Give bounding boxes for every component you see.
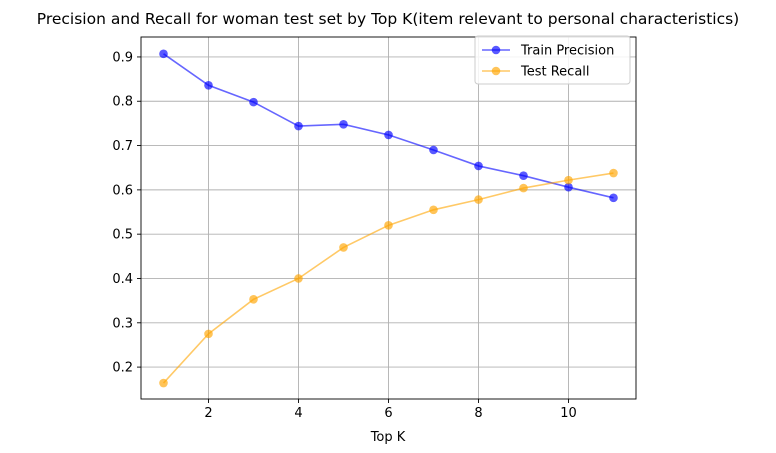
legend-marker — [491, 45, 501, 55]
legend: Train Precision Test Recall — [474, 35, 631, 85]
x-tick-label: 4 — [294, 406, 302, 421]
data-point — [519, 171, 528, 180]
y-tick-label: 0.5 — [112, 228, 133, 243]
x-tick-label: 2 — [204, 406, 212, 421]
series-1 — [159, 49, 618, 203]
data-point — [564, 175, 573, 185]
y-tick-label: 0.2 — [112, 361, 133, 376]
data-point — [564, 182, 573, 192]
legend-label: Train Precision — [520, 44, 614, 59]
legend-box — [474, 35, 631, 85]
legend-item: Train Precision — [482, 44, 614, 59]
y-tick-label: 0.3 — [112, 316, 133, 331]
y-tick-label: 0.7 — [112, 139, 133, 154]
data-point — [474, 195, 483, 204]
data-point — [609, 168, 618, 178]
data-point — [294, 274, 303, 283]
y-tick-label: 0.4 — [112, 272, 133, 287]
data-point — [159, 378, 168, 388]
legend-item: Test Recall — [482, 65, 590, 80]
data-point — [384, 221, 393, 230]
data-point — [609, 193, 618, 203]
data-point — [249, 295, 258, 304]
series-2 — [159, 168, 618, 388]
x-tick-label: 8 — [474, 406, 482, 421]
legend-label: Test Recall — [520, 65, 590, 80]
x-tick-label: 6 — [384, 406, 392, 421]
x-axis-title: Top K — [370, 430, 406, 445]
data-point — [294, 121, 303, 131]
y-tick-label: 0.9 — [112, 50, 133, 65]
tick-layer: 2 4 6 8 10 0.2 0.3 0.4 0.5 0.6 0.7 0.8 0.9 — [112, 50, 576, 421]
data-point — [429, 205, 438, 215]
data-point — [339, 119, 348, 129]
data-point — [204, 329, 213, 339]
data-point — [159, 49, 168, 59]
data-point — [429, 145, 438, 155]
data-point — [249, 97, 258, 107]
data-point — [204, 80, 213, 90]
data-point — [519, 183, 528, 193]
data-point — [384, 130, 393, 140]
chart-title: Precision and Recall for woman test set … — [37, 10, 739, 28]
y-tick-label: 0.8 — [112, 95, 133, 110]
legend-marker — [491, 66, 501, 76]
data-point — [339, 243, 348, 252]
series-layer — [159, 49, 618, 388]
data-point — [474, 161, 483, 171]
y-tick-label: 0.6 — [112, 183, 133, 198]
grid-lines — [141, 37, 636, 399]
x-tick-label: 10 — [560, 406, 577, 421]
